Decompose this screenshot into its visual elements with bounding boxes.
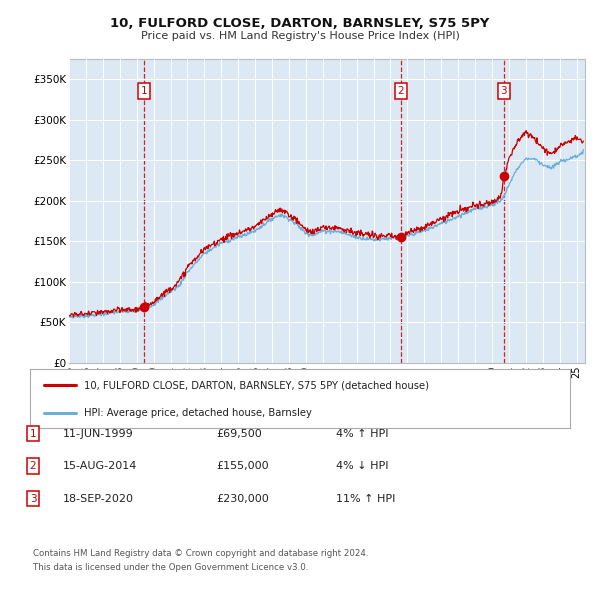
Text: Price paid vs. HM Land Registry's House Price Index (HPI): Price paid vs. HM Land Registry's House …	[140, 31, 460, 41]
Text: 4% ↓ HPI: 4% ↓ HPI	[336, 461, 389, 471]
Text: Contains HM Land Registry data © Crown copyright and database right 2024.: Contains HM Land Registry data © Crown c…	[33, 549, 368, 558]
Text: 10, FULFORD CLOSE, DARTON, BARNSLEY, S75 5PY (detached house): 10, FULFORD CLOSE, DARTON, BARNSLEY, S75…	[84, 381, 429, 390]
Text: 1: 1	[29, 429, 37, 438]
Text: 4% ↑ HPI: 4% ↑ HPI	[336, 429, 389, 438]
Text: 11-JUN-1999: 11-JUN-1999	[63, 429, 134, 438]
Text: 15-AUG-2014: 15-AUG-2014	[63, 461, 137, 471]
Text: 10, FULFORD CLOSE, DARTON, BARNSLEY, S75 5PY: 10, FULFORD CLOSE, DARTON, BARNSLEY, S75…	[110, 17, 490, 30]
Text: £69,500: £69,500	[216, 429, 262, 438]
Text: £230,000: £230,000	[216, 494, 269, 503]
Text: This data is licensed under the Open Government Licence v3.0.: This data is licensed under the Open Gov…	[33, 563, 308, 572]
Text: HPI: Average price, detached house, Barnsley: HPI: Average price, detached house, Barn…	[84, 408, 312, 418]
Text: 3: 3	[29, 494, 37, 503]
Text: 3: 3	[500, 86, 507, 96]
Text: 2: 2	[398, 86, 404, 96]
Text: 11% ↑ HPI: 11% ↑ HPI	[336, 494, 395, 503]
Text: 1: 1	[141, 86, 148, 96]
Text: 18-SEP-2020: 18-SEP-2020	[63, 494, 134, 503]
Text: 2: 2	[29, 461, 37, 471]
Text: £155,000: £155,000	[216, 461, 269, 471]
